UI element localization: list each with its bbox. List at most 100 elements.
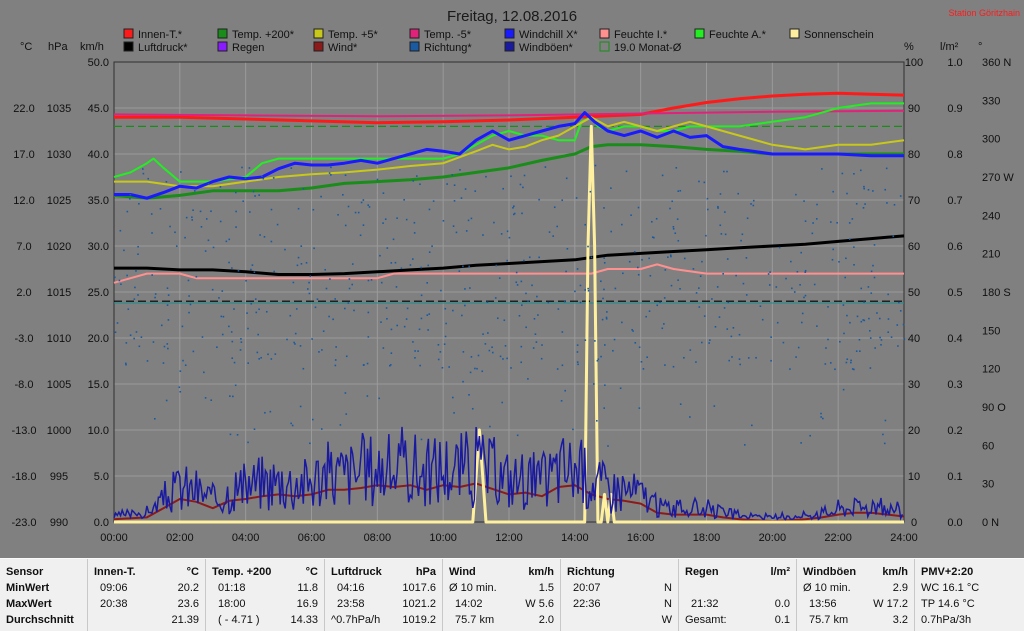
direction-dot: [305, 261, 308, 264]
series-windboeen: [113, 426, 904, 521]
direction-dot: [241, 166, 243, 169]
y-tick-dir-12: 0 N: [982, 517, 999, 529]
direction-dot: [384, 218, 387, 220]
direction-dot: [565, 177, 568, 180]
direction-dot: [403, 198, 405, 201]
direction-dot: [602, 297, 604, 300]
direction-dot: [420, 266, 422, 269]
direction-dot: [210, 399, 213, 401]
y-tick-pct-2: 80: [908, 149, 920, 161]
legend-swatch-0: [123, 28, 134, 39]
direction-dot: [291, 424, 294, 427]
boeen-header: Windböen: [803, 566, 857, 578]
direction-dot: [418, 328, 421, 331]
direction-dot: [174, 231, 176, 234]
unit-hpa: hPa: [48, 41, 68, 53]
direction-dot: [513, 212, 516, 215]
direction-dot: [735, 274, 737, 277]
direction-dot: [822, 417, 824, 420]
direction-dot: [416, 175, 418, 177]
direction-dot: [731, 356, 733, 358]
direction-dot: [366, 362, 369, 365]
direction-dot: [751, 424, 753, 427]
direction-dot: [557, 308, 560, 310]
direction-dot: [185, 216, 188, 219]
direction-dot: [502, 187, 504, 190]
direction-dot: [292, 281, 295, 284]
direction-dot: [628, 260, 631, 263]
temp200-avg: 14.33: [290, 614, 318, 626]
direction-dot: [834, 368, 836, 371]
direction-dot: [344, 307, 346, 310]
direction-dot: [499, 355, 502, 358]
direction-dot: [502, 358, 504, 360]
y-tick-pct-4: 60: [908, 241, 920, 253]
direction-dot: [354, 211, 357, 214]
y-tick-temp-7: -13.0: [11, 425, 36, 437]
direction-dot: [239, 349, 242, 351]
pmv-trend: 0.7hPa/3h: [921, 614, 972, 626]
temp200-trend: ( - 4.71 ): [218, 614, 260, 626]
direction-dot: [220, 315, 223, 318]
legend-label-6: Feuchte A.*: [709, 29, 767, 41]
direction-dot: [750, 203, 752, 205]
direction-dot: [603, 207, 605, 209]
direction-dot: [255, 311, 258, 314]
direction-dot: [533, 317, 536, 320]
direction-dot: [389, 364, 391, 367]
direction-dot: [359, 234, 362, 237]
richtung-min-time: 20:07: [573, 582, 601, 594]
direction-dot: [638, 407, 641, 409]
luft-trend: ^0.7hPa/h: [331, 614, 381, 626]
direction-dot: [386, 247, 389, 249]
direction-dot: [344, 392, 347, 394]
y-tick-temp-4: 2.0: [16, 287, 31, 299]
legend-swatch-2: [313, 28, 324, 39]
direction-dot: [146, 360, 149, 362]
direction-dot: [695, 292, 698, 294]
direction-dot: [641, 259, 643, 261]
unit-rain: l/m²: [940, 41, 959, 53]
direction-dot: [119, 229, 122, 232]
direction-dot: [642, 368, 645, 370]
direction-dot: [293, 341, 295, 344]
direction-dot: [561, 199, 564, 202]
direction-dot: [537, 314, 539, 316]
direction-dot: [204, 250, 207, 252]
y-tick-rain-2: 0.8: [947, 149, 962, 161]
direction-dot: [467, 219, 470, 222]
direction-dot: [344, 224, 347, 227]
direction-dot: [409, 264, 412, 266]
direction-dot: [313, 247, 315, 250]
direction-dot: [311, 418, 314, 421]
direction-dot: [180, 171, 182, 173]
gust-series: [113, 426, 904, 521]
direction-dot: [655, 217, 658, 220]
direction-dot: [184, 236, 186, 239]
direction-dot: [755, 356, 757, 359]
direction-dot: [286, 338, 288, 341]
direction-dot: [800, 321, 803, 324]
direction-dot: [240, 341, 243, 343]
regen-max-time: 21:32: [691, 598, 719, 610]
direction-dot: [832, 248, 835, 251]
direction-dot: [605, 317, 608, 320]
direction-dot: [863, 187, 865, 190]
direction-dot: [520, 361, 523, 364]
direction-dot: [431, 245, 433, 248]
direction-dot: [400, 267, 403, 270]
direction-dot: [870, 270, 873, 273]
direction-dot: [596, 420, 598, 422]
series-temp-5-: [113, 109, 905, 118]
direction-dot: [836, 221, 838, 224]
direction-dot: [396, 324, 399, 327]
direction-dot: [674, 232, 677, 235]
y-tick-rain-8: 0.2: [947, 425, 962, 437]
direction-dot: [169, 225, 171, 228]
y-tick-pct-1: 90: [908, 103, 920, 115]
direction-dot: [389, 364, 392, 366]
direction-dot: [116, 322, 119, 324]
regen-total: 0.1: [774, 614, 790, 626]
y-tick-temp-3: 7.0: [16, 241, 31, 253]
direction-dot: [832, 190, 834, 193]
